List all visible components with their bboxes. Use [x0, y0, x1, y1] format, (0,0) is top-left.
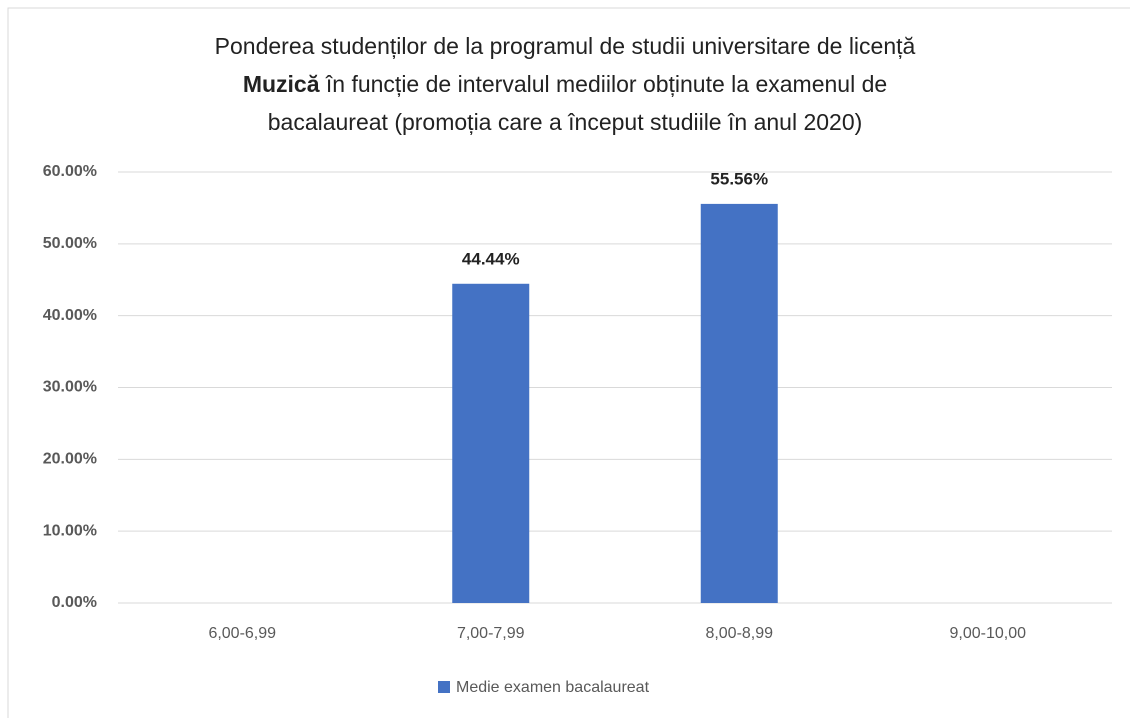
y-tick-label: 60.00%	[43, 163, 97, 180]
chart-title: Ponderea studenților de la programul de …	[215, 33, 916, 59]
bar	[452, 283, 530, 603]
title-part: în funcție de intervalul mediilor obținu…	[320, 71, 888, 97]
y-tick-label: 0.00%	[52, 594, 97, 611]
x-tick-label: 9,00-10,00	[949, 625, 1026, 642]
legend-label: Medie examen bacalaureat	[456, 679, 650, 696]
y-tick-label: 10.00%	[43, 522, 97, 539]
x-tick-label: 6,00-6,99	[208, 625, 276, 642]
y-tick-label: 50.00%	[43, 235, 97, 252]
data-label: 44.44%	[462, 249, 520, 268]
bar	[700, 203, 778, 604]
title-bold: Muzică	[243, 71, 320, 97]
chart-title: bacalaureat (promoția care a început stu…	[268, 109, 863, 135]
legend-swatch	[438, 681, 450, 693]
x-tick-label: 7,00-7,99	[457, 625, 525, 642]
x-tick-label: 8,00-8,99	[705, 625, 773, 642]
chart-frame	[7, 7, 1130, 723]
y-tick-label: 40.00%	[43, 307, 97, 324]
data-label: 55.56%	[710, 169, 768, 188]
chart-title: Muzică în funcție de intervalul mediilor…	[243, 71, 887, 97]
y-tick-label: 20.00%	[43, 451, 97, 468]
y-tick-label: 30.00%	[43, 379, 97, 396]
